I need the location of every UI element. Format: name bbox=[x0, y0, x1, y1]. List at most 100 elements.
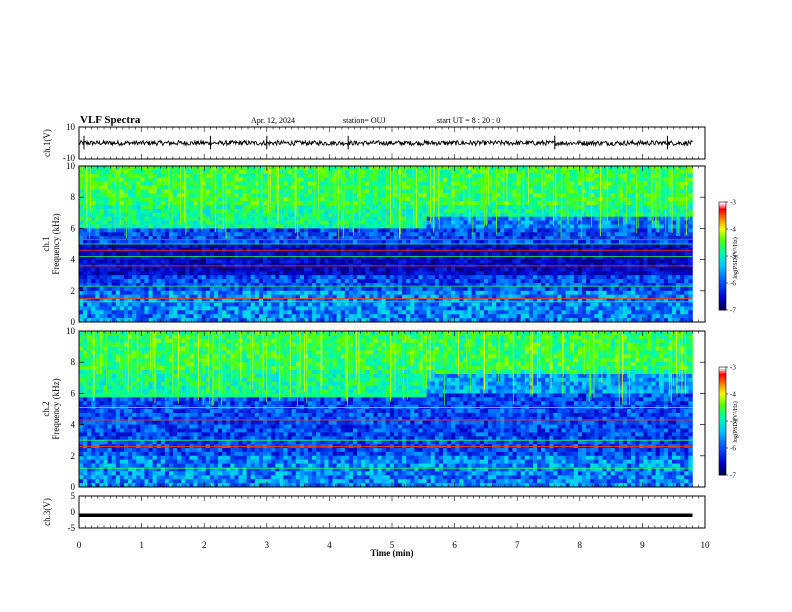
spec-cell bbox=[451, 271, 456, 276]
spec-cell bbox=[389, 208, 395, 214]
spec-cell bbox=[418, 208, 423, 214]
spec-cell bbox=[532, 275, 538, 280]
spec-cell bbox=[483, 255, 489, 260]
spec-cell bbox=[459, 193, 464, 198]
spec-cell bbox=[250, 290, 256, 295]
spec-cell bbox=[467, 271, 472, 276]
spec-cell bbox=[438, 169, 444, 175]
spec-cell bbox=[467, 251, 472, 256]
spec-cell bbox=[541, 255, 546, 260]
spec-cell bbox=[438, 255, 444, 260]
spec-cell bbox=[177, 201, 182, 206]
spec-cell bbox=[545, 302, 550, 307]
spec-cell bbox=[140, 251, 145, 256]
spec-cell bbox=[369, 298, 374, 303]
spec-cell bbox=[426, 212, 432, 217]
spec-cell bbox=[79, 290, 84, 295]
spec-cell bbox=[103, 255, 108, 260]
spec-cell bbox=[361, 267, 366, 272]
spec-cell bbox=[218, 271, 223, 276]
spec-cell bbox=[193, 294, 198, 299]
spec-cell bbox=[438, 185, 444, 190]
spec-cell bbox=[557, 283, 562, 288]
spec-cell bbox=[430, 240, 436, 245]
spec-cell bbox=[455, 177, 460, 182]
spec-cell bbox=[115, 197, 121, 202]
spec-cell bbox=[267, 236, 272, 241]
spec-cell bbox=[291, 306, 297, 311]
spec-cell bbox=[128, 232, 133, 237]
spec-cell bbox=[177, 314, 182, 319]
spec-cell bbox=[267, 185, 272, 190]
spec-cell bbox=[123, 286, 129, 292]
spec-cell bbox=[528, 286, 534, 292]
spec-cell bbox=[308, 224, 313, 229]
spec-cell bbox=[467, 240, 472, 245]
spec-cell bbox=[254, 298, 260, 303]
spec-cell bbox=[410, 267, 415, 272]
spec-cell bbox=[365, 220, 370, 225]
spec-cell bbox=[381, 181, 387, 186]
spec-cell bbox=[451, 255, 456, 260]
spec-cell bbox=[406, 177, 411, 182]
spec-cell bbox=[422, 205, 427, 210]
spec-cell bbox=[361, 197, 366, 202]
spec-cell bbox=[365, 318, 370, 323]
spec-cell bbox=[136, 224, 141, 229]
spec-cell bbox=[463, 244, 468, 249]
spec-cell bbox=[324, 193, 329, 198]
spec-cell bbox=[136, 185, 141, 190]
spec-cell bbox=[549, 294, 554, 299]
spec-cell bbox=[541, 267, 546, 272]
spec-cell bbox=[561, 216, 566, 221]
spec-cell bbox=[475, 208, 481, 214]
spec-cell bbox=[532, 189, 538, 194]
spec-cell bbox=[316, 314, 321, 319]
spec-cell bbox=[320, 302, 325, 307]
spec-cell bbox=[434, 314, 440, 319]
spec-cell bbox=[189, 197, 194, 202]
spec-cell bbox=[258, 275, 264, 280]
spec-cell bbox=[103, 173, 108, 178]
spec-cell bbox=[83, 259, 88, 264]
spec-cell bbox=[320, 232, 325, 237]
spec-cell bbox=[132, 197, 137, 202]
spec-cell bbox=[561, 302, 566, 307]
spec-cell bbox=[164, 310, 170, 315]
spec-cell bbox=[557, 169, 562, 175]
spec-cell bbox=[344, 212, 350, 217]
spec-cell bbox=[173, 232, 178, 237]
spec-cell bbox=[218, 216, 223, 221]
spec-cell bbox=[443, 228, 448, 233]
spec-cell bbox=[475, 310, 481, 315]
spec-cell bbox=[332, 236, 337, 241]
spec-cell bbox=[193, 283, 198, 288]
spec-cell bbox=[87, 318, 92, 323]
spec-cell bbox=[320, 189, 325, 194]
spec-cell bbox=[393, 240, 399, 245]
spec-cell bbox=[271, 251, 276, 256]
spec-cell bbox=[537, 290, 542, 295]
spec-cell bbox=[140, 290, 145, 295]
spec-cell bbox=[426, 177, 432, 182]
spec-cell bbox=[512, 201, 517, 206]
spec-cell bbox=[398, 302, 403, 307]
spec-cell bbox=[295, 255, 301, 260]
spec-cell bbox=[160, 259, 166, 264]
spec-cell bbox=[99, 185, 104, 190]
spec-cell bbox=[336, 244, 342, 249]
spec-cell bbox=[222, 271, 227, 276]
spec-cell bbox=[213, 286, 219, 292]
spec-cell bbox=[492, 267, 497, 272]
spec-cell bbox=[295, 279, 301, 284]
spec-cell bbox=[164, 181, 170, 186]
spec-cell bbox=[238, 166, 243, 171]
spec-cell bbox=[557, 259, 562, 264]
spec-cell bbox=[299, 290, 305, 295]
spec-cell bbox=[91, 189, 96, 194]
spec-cell bbox=[209, 290, 215, 295]
spec-cell bbox=[271, 220, 276, 225]
spec-cell bbox=[340, 255, 346, 260]
spec-cell bbox=[267, 310, 272, 315]
spec-cell bbox=[320, 236, 325, 241]
